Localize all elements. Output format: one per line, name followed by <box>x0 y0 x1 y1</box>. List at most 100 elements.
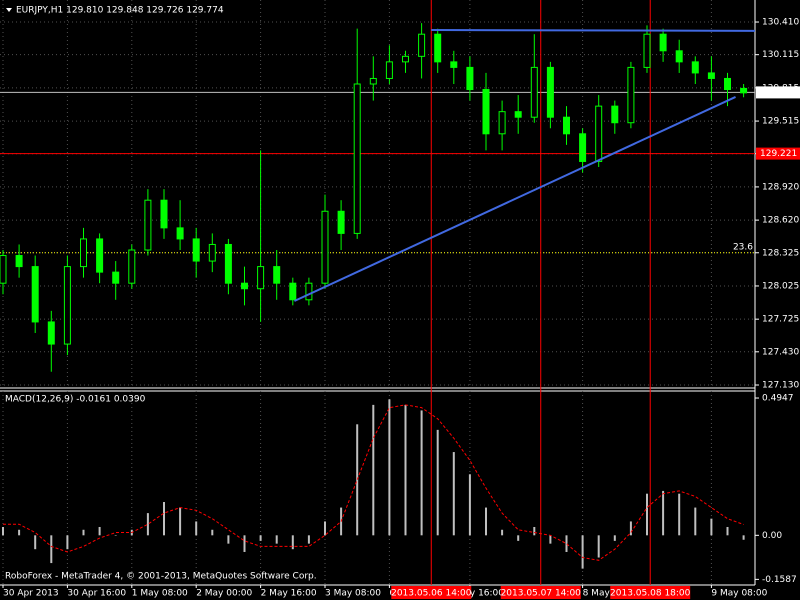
macd-bar <box>533 526 536 536</box>
y-tick-label: 128.025 <box>762 281 799 291</box>
y-tick-label: 129.515 <box>762 117 799 127</box>
candle-body <box>514 111 522 118</box>
macd-bar <box>227 535 230 544</box>
candle-body <box>450 61 458 68</box>
macd-bar <box>259 535 262 541</box>
y-tick-label: 128.920 <box>762 182 799 192</box>
vline-label: 2013.05.06 14:00 <box>391 589 472 599</box>
macd-bar <box>646 493 648 536</box>
candle-body <box>466 66 474 91</box>
candle-body <box>337 210 345 234</box>
vline-label: 2013.05.07 14:00 <box>501 589 582 599</box>
macd-bar <box>468 474 471 536</box>
candle-body <box>80 238 87 268</box>
candle-body <box>0 255 7 284</box>
candle-body <box>47 321 55 345</box>
x-tick-label: 8 May 0 <box>583 589 619 599</box>
candle-body <box>353 83 361 234</box>
macd-bar <box>18 529 21 536</box>
candle-body <box>321 210 329 284</box>
macd-bar <box>275 535 278 544</box>
candle-body <box>257 266 265 290</box>
macd-bar <box>452 452 455 536</box>
indicator-header: MACD(12,26,9) -0.0161 0.0390 <box>5 395 146 405</box>
x-tick-label: y 16:00 <box>470 589 504 599</box>
candle-body <box>305 282 313 301</box>
footer: RoboForex - MetaTrader 4, © 2001-2013, M… <box>5 572 317 582</box>
macd-bar <box>549 535 552 544</box>
vline-label-box <box>500 586 581 599</box>
candle-body <box>595 105 603 162</box>
vline-label-box <box>610 586 691 599</box>
menu-arrow[interactable] <box>6 8 12 12</box>
macd-bar <box>324 521 326 536</box>
macd-bar <box>114 535 117 536</box>
macd-bar <box>82 529 85 536</box>
candle-body <box>224 243 232 284</box>
candle-body <box>31 266 39 323</box>
fibo-label: 23.6 <box>733 242 753 252</box>
x-tick-label: 1 May 08:00 <box>132 589 188 599</box>
x-tick-label: 30 Apr 2013 <box>3 589 59 599</box>
x-tick-label: 3 May 08:00 <box>325 589 381 599</box>
candle-body <box>402 55 409 63</box>
price-label-box <box>756 86 800 99</box>
x-tick-label: 9 May 08:00 <box>711 589 767 599</box>
macd-bar <box>597 535 600 558</box>
price-label: 129.774 <box>760 88 797 98</box>
y-tick-label: 127.725 <box>762 315 799 325</box>
candle-body <box>273 266 281 284</box>
candle-body <box>418 33 426 57</box>
macd-bar <box>662 490 665 536</box>
macd-bar <box>565 535 568 552</box>
macd-bar <box>501 529 504 536</box>
x-tick-label: 2 May 00:00 <box>196 589 252 599</box>
trendline <box>293 96 736 302</box>
candle-body <box>482 89 490 135</box>
macd-bar <box>211 529 214 536</box>
candle-body <box>160 199 168 229</box>
candle-body <box>434 33 442 63</box>
candle-body <box>724 77 731 91</box>
macd-bar <box>195 521 198 536</box>
macd-bar <box>436 429 439 536</box>
candle-body <box>740 87 748 94</box>
macd-tick-label: 0.00 <box>762 531 782 541</box>
chart-header: EURJPY,H1 129.810 129.848 129.726 129.77… <box>16 6 224 16</box>
macd-bar <box>678 493 681 536</box>
candle-body <box>530 66 538 118</box>
candle-body <box>546 66 554 118</box>
macd-bar <box>629 521 632 536</box>
candle-body <box>385 61 393 79</box>
macd-bar <box>404 404 407 536</box>
candle-body <box>369 77 377 85</box>
candle-body <box>176 227 184 240</box>
y-tick-label: 128.620 <box>762 216 799 226</box>
macd-bar <box>243 535 246 552</box>
candle-body <box>563 116 570 135</box>
macd-bar <box>420 410 423 536</box>
candle-body <box>15 255 23 268</box>
macd-signal <box>3 404 744 561</box>
y-tick-label: 128.325 <box>762 248 799 258</box>
candle-body <box>627 66 635 124</box>
macd-bar <box>742 535 745 540</box>
macd-bar <box>2 526 4 536</box>
price-label-box <box>756 147 800 160</box>
macd-bar <box>50 535 53 564</box>
vline-label: 2013.05.08 18:00 <box>610 589 691 599</box>
candle-body <box>659 33 667 52</box>
candle-body <box>208 243 216 262</box>
macd-bar <box>710 518 713 536</box>
trendline <box>431 28 756 32</box>
macd-tick-label: -0.1587 <box>762 575 797 585</box>
macd-bar <box>356 424 359 536</box>
candle-body <box>675 50 683 63</box>
macd-bar <box>485 507 487 536</box>
candle-body <box>144 199 152 251</box>
macd-bar <box>581 535 584 569</box>
y-tick-label: 130.410 <box>762 18 799 28</box>
macd-bar <box>694 507 697 536</box>
